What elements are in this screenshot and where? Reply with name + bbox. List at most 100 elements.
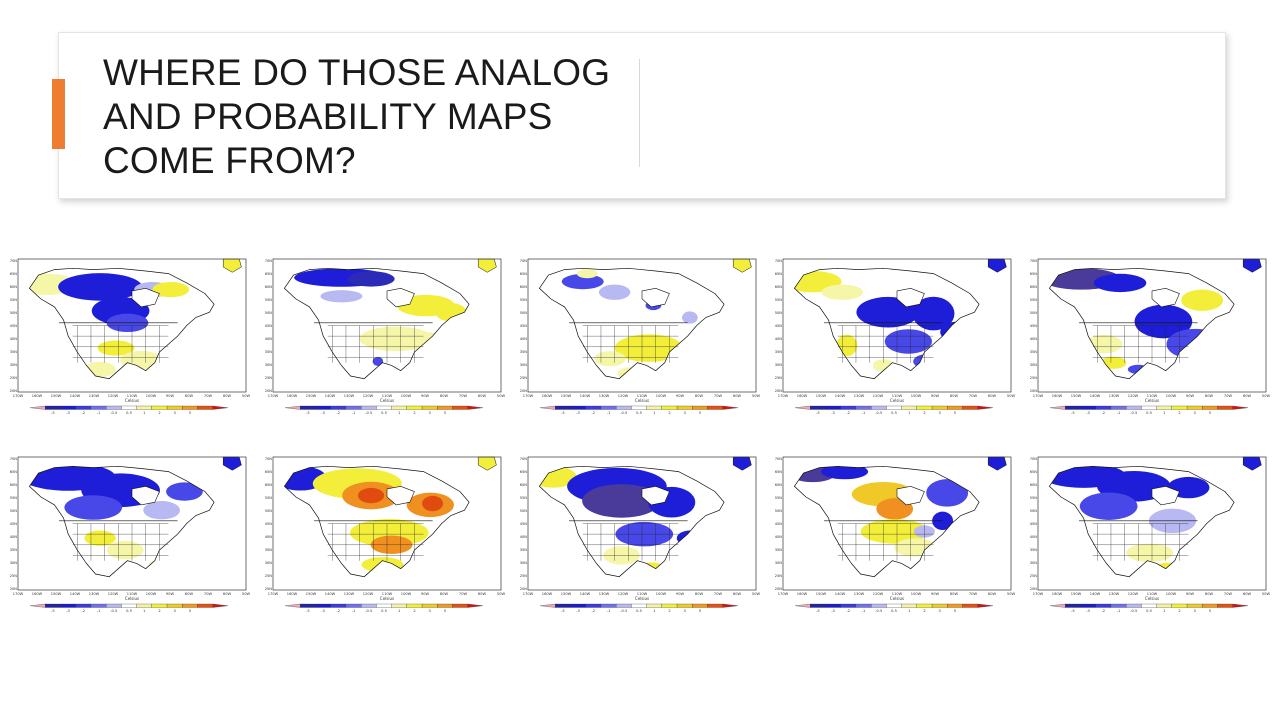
colorbar-swatch <box>437 405 453 410</box>
colorbar-end <box>212 405 229 410</box>
lat-label: 35N <box>265 548 273 552</box>
colorbar-tick: 0.5 <box>126 411 132 415</box>
colorbar-swatch <box>825 603 841 608</box>
lat-label: 25N <box>265 574 273 578</box>
unit-label: Celsius <box>125 398 139 403</box>
colorbar-tick: 3 <box>174 411 176 415</box>
lat-label: 60N <box>520 285 528 289</box>
lon-label: 90W <box>166 394 175 398</box>
colorbar-tick: -0.5 <box>365 609 372 613</box>
colorbar-tick: -5 <box>816 411 820 415</box>
colorbar-tick: -5 <box>1071 609 1075 613</box>
anomaly-region <box>152 281 190 298</box>
colorbar-tick: -5 <box>561 609 565 613</box>
temperature-map-1-5: 70N 65N 60N 55N 50N 45N 40N 35N 30N 25N 20N 170W 160… <box>1024 256 1270 426</box>
colorbar-swatch <box>121 405 137 410</box>
lat-label: 50N <box>265 509 273 513</box>
lon-label: 150W <box>561 592 572 596</box>
colorbar-tick: -3 <box>321 609 325 613</box>
lon-label: 90W <box>166 592 175 596</box>
anomaly-region <box>576 269 598 279</box>
colorbar-swatch <box>676 603 693 608</box>
colorbar-swatch <box>60 405 76 410</box>
colorbar-swatch <box>90 405 107 410</box>
colorbar-swatch <box>182 405 198 410</box>
colorbar-tick: -5 <box>1071 411 1075 415</box>
colorbar-swatch <box>676 405 693 410</box>
hudson-bay <box>386 287 415 308</box>
map-frame <box>527 456 757 591</box>
colorbar-swatch <box>1186 405 1203 410</box>
lat-label: 65N <box>10 470 18 474</box>
lat-label: 40N <box>1030 337 1038 341</box>
lon-label: 120W <box>363 394 374 398</box>
colorbar-tick: -0.5 <box>110 609 117 613</box>
colorbar-tick: 1 <box>398 411 400 415</box>
lat-label: 25N <box>1030 376 1038 380</box>
colorbar-swatch <box>871 405 887 410</box>
colorbar-swatch <box>45 405 61 410</box>
lon-label: 150W <box>816 394 827 398</box>
lat-label: 55N <box>775 298 783 302</box>
lon-label: 140W <box>835 592 846 596</box>
lat-label: 65N <box>775 470 783 474</box>
hudson-bay <box>1151 485 1180 506</box>
lon-label: 110W <box>1147 394 1158 398</box>
lat-label: 65N <box>775 272 783 276</box>
colorbar-swatch <box>947 405 963 410</box>
colorbar-swatch <box>1095 603 1112 608</box>
anomaly-region <box>143 501 180 520</box>
lon-label: 120W <box>618 592 629 596</box>
anomaly-region <box>64 495 123 520</box>
lon-label: 150W <box>306 394 317 398</box>
lon-label: 70W <box>459 394 468 398</box>
lat-label: 70N <box>10 259 18 263</box>
anomaly-region <box>582 484 661 518</box>
lat-label: 70N <box>775 259 783 263</box>
colorbar-swatch <box>151 405 168 410</box>
unit-label: Celsius <box>890 398 904 403</box>
anomaly-region <box>926 479 969 507</box>
colorbar-tick: 3 <box>939 411 941 415</box>
colorbar-swatch <box>901 603 917 608</box>
colorbar-swatch <box>555 405 571 410</box>
lat-label: 70N <box>10 457 18 461</box>
colorbar-swatch <box>1141 405 1157 410</box>
lat-label: 50N <box>520 311 528 315</box>
lat-label: 60N <box>520 483 528 487</box>
lat-label: 70N <box>265 457 273 461</box>
colorbar-tick: -1 <box>352 411 356 415</box>
colorbar-end <box>794 405 811 410</box>
title-line-1: WHERE DO THOSE ANALOG <box>103 52 611 93</box>
colorbar-end <box>977 405 994 410</box>
anomaly-region <box>347 271 395 287</box>
lon-label: 170W <box>268 394 279 398</box>
political-borders <box>837 523 934 561</box>
hudson-bay <box>386 485 415 506</box>
hudson-bay <box>1151 287 1180 308</box>
lon-label: 60W <box>733 394 742 398</box>
lon-label: 140W <box>325 592 336 596</box>
lon-label: 120W <box>108 592 119 596</box>
colorbar-swatch <box>616 603 632 608</box>
colorbar-tick: 3 <box>429 411 431 415</box>
colorbar-tick: -2 <box>847 609 851 613</box>
lat-label: 60N <box>775 285 783 289</box>
lat-label: 70N <box>775 457 783 461</box>
lon-label: 150W <box>1071 394 1082 398</box>
map-frame <box>17 456 247 591</box>
lat-label: 65N <box>265 272 273 276</box>
colorbar-swatch <box>962 405 978 410</box>
lon-label: 60W <box>988 592 997 596</box>
lat-label: 65N <box>1030 470 1038 474</box>
unit-label: Celsius <box>890 596 904 601</box>
colorbar-swatch <box>452 405 468 410</box>
lon-label: 150W <box>306 592 317 596</box>
map-grid: 70N 65N 60N 55N 50N 45N 40N 35N 30N 25N 20N 170W 160… <box>0 250 1280 620</box>
lat-label: 40N <box>265 535 273 539</box>
colorbar-tick: 2 <box>1178 411 1180 415</box>
colorbar-swatch <box>825 405 841 410</box>
lat-label: 55N <box>520 496 528 500</box>
lat-label: 45N <box>1030 522 1038 526</box>
